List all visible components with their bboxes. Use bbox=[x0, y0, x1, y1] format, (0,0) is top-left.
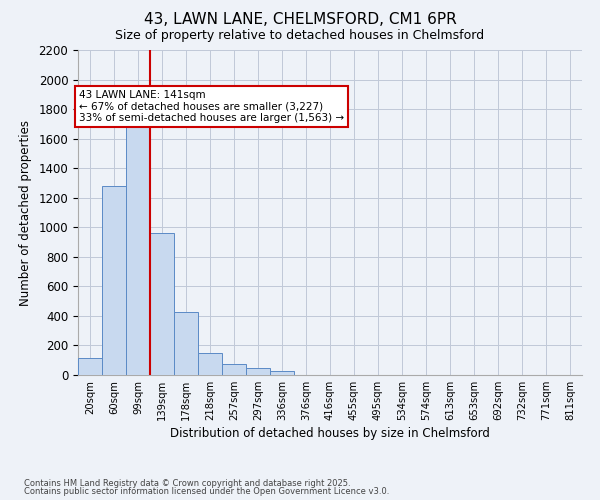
Bar bbox=[246, 368, 270, 375]
Text: Size of property relative to detached houses in Chelmsford: Size of property relative to detached ho… bbox=[115, 29, 485, 42]
X-axis label: Distribution of detached houses by size in Chelmsford: Distribution of detached houses by size … bbox=[170, 427, 490, 440]
Text: Contains public sector information licensed under the Open Government Licence v3: Contains public sector information licen… bbox=[24, 487, 389, 496]
Bar bbox=[198, 353, 222, 375]
Bar bbox=[222, 364, 246, 375]
Bar bbox=[174, 312, 198, 375]
Bar bbox=[270, 370, 294, 375]
Text: Contains HM Land Registry data © Crown copyright and database right 2025.: Contains HM Land Registry data © Crown c… bbox=[24, 478, 350, 488]
Text: 43 LAWN LANE: 141sqm
← 67% of detached houses are smaller (3,227)
33% of semi-de: 43 LAWN LANE: 141sqm ← 67% of detached h… bbox=[79, 90, 344, 123]
Bar bbox=[126, 115, 150, 375]
Bar bbox=[102, 186, 126, 375]
Text: 43, LAWN LANE, CHELMSFORD, CM1 6PR: 43, LAWN LANE, CHELMSFORD, CM1 6PR bbox=[143, 12, 457, 28]
Bar bbox=[78, 358, 102, 375]
Y-axis label: Number of detached properties: Number of detached properties bbox=[19, 120, 32, 306]
Bar bbox=[150, 233, 174, 375]
